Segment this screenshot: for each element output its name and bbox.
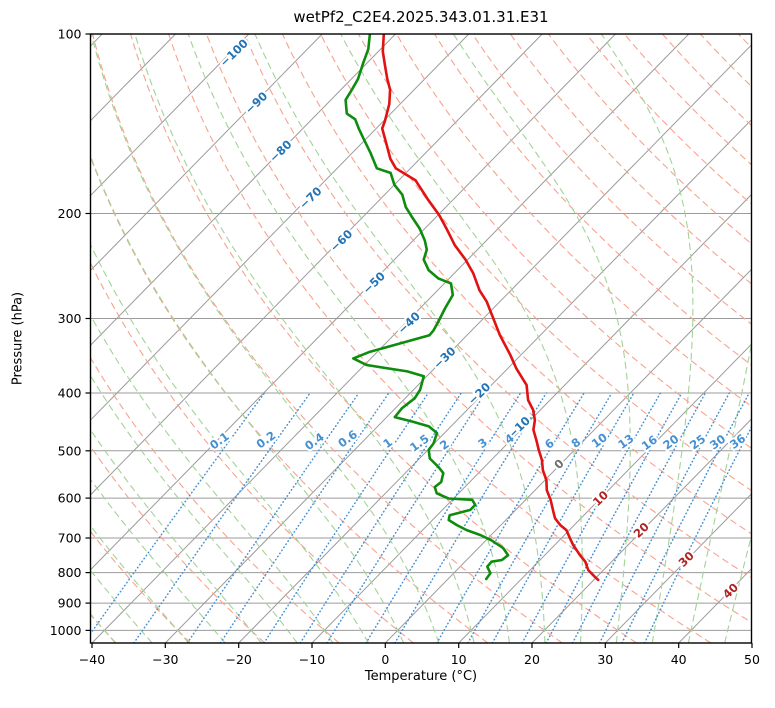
mixing-ratio-line bbox=[299, 392, 462, 643]
moist-adiabat-line bbox=[724, 533, 752, 643]
y-tick-label: 600 bbox=[58, 491, 82, 506]
isotherm-line bbox=[238, 119, 752, 643]
x-tick-label: −30 bbox=[152, 652, 178, 667]
isotherm-line bbox=[90, 34, 396, 346]
y-tick-label: 300 bbox=[58, 311, 82, 326]
mixing-ratio-line bbox=[326, 392, 487, 643]
mixing-ratio-line bbox=[219, 392, 390, 643]
mixing-ratio-line bbox=[133, 392, 311, 643]
dry-adiabat-line bbox=[358, 34, 752, 449]
y-tick-label: 100 bbox=[58, 27, 82, 42]
mixing-ratio-line bbox=[365, 392, 522, 643]
dry-adiabat-line bbox=[92, 34, 563, 643]
dry-adiabat-line bbox=[168, 34, 712, 643]
moist-adiabat-line bbox=[134, 34, 475, 643]
dry-adiabat-line bbox=[320, 34, 752, 492]
moist-adiabat-line bbox=[452, 34, 631, 643]
moist-adiabat-line bbox=[340, 34, 583, 643]
x-tick-label: 20 bbox=[524, 652, 540, 667]
mixing-ratio-line bbox=[571, 392, 707, 643]
x-tick-label: 0 bbox=[381, 652, 389, 667]
mixing-ratio-line bbox=[263, 392, 430, 643]
y-tick-label: 400 bbox=[58, 386, 82, 401]
dry-adiabat-line bbox=[623, 34, 752, 166]
mixing-ratio-line bbox=[545, 392, 683, 643]
isotherm-line bbox=[90, 34, 616, 571]
isotherm-line bbox=[91, 34, 690, 643]
mixing-ratio-line bbox=[90, 392, 266, 636]
mixing-ratio-line bbox=[467, 392, 613, 643]
dry-adiabat-line bbox=[90, 530, 191, 643]
moist-adiabat-line bbox=[687, 340, 752, 643]
mixing-ratio-line bbox=[491, 392, 635, 643]
isotherm-line bbox=[90, 34, 323, 272]
moist-adiabat-line bbox=[90, 314, 334, 643]
isotherm-line bbox=[164, 44, 752, 643]
dry-adiabat-line bbox=[282, 34, 752, 535]
x-tick-label: 40 bbox=[671, 652, 687, 667]
mixing-ratio-line bbox=[186, 392, 360, 643]
x-tick-label: 30 bbox=[597, 652, 613, 667]
chart-title: wetPf2_C2E4.2025.343.01.31.E31 bbox=[293, 8, 549, 26]
isotherm-line bbox=[90, 34, 543, 496]
y-tick-label: 500 bbox=[58, 443, 82, 458]
y-tick-label: 700 bbox=[58, 531, 82, 546]
plot-frame bbox=[89, 33, 753, 644]
dry-adiabat-line bbox=[434, 34, 752, 366]
dry-adiabat-line bbox=[547, 34, 752, 245]
temperature-curve bbox=[380, 34, 600, 582]
y-tick-label: 800 bbox=[58, 565, 82, 580]
moist-adiabat-line bbox=[90, 34, 440, 643]
moist-adiabat-line bbox=[187, 34, 510, 643]
isotherm-line bbox=[90, 34, 470, 421]
x-tick-label: −40 bbox=[79, 652, 105, 667]
dewpoint-curve bbox=[344, 34, 510, 581]
dry-adiabat-line bbox=[90, 356, 340, 643]
moist-adiabat-line bbox=[254, 34, 546, 643]
mixing-ratio-line bbox=[521, 392, 662, 643]
isotherm-line bbox=[458, 343, 752, 643]
x-axis-title: Temperature (°C) bbox=[364, 669, 478, 684]
mixing-ratio-line bbox=[394, 392, 548, 643]
x-tick-label: −10 bbox=[299, 652, 325, 667]
y-tick-label: 1000 bbox=[50, 623, 82, 638]
x-tick-label: 50 bbox=[744, 652, 760, 667]
mixing-ratio-line bbox=[621, 392, 750, 643]
x-tick-label: 10 bbox=[451, 652, 467, 667]
dry-adiabat-line bbox=[90, 155, 489, 643]
y-tick-label: 900 bbox=[58, 596, 82, 611]
dry-adiabat-line bbox=[471, 34, 752, 325]
mixing-ratio-line bbox=[598, 392, 731, 643]
y-axis-title: Pressure (hPa) bbox=[10, 291, 26, 386]
isotherm-line bbox=[384, 268, 752, 643]
y-tick-label: 200 bbox=[58, 206, 82, 221]
moist-adiabat-line bbox=[90, 154, 405, 643]
isotherm-line bbox=[90, 34, 250, 197]
x-tick-label: −20 bbox=[226, 652, 252, 667]
isotherm-line bbox=[604, 493, 752, 643]
isotherm-line bbox=[531, 418, 752, 643]
mixing-ratio-line bbox=[436, 392, 585, 643]
moist-adiabat-line bbox=[90, 374, 298, 643]
moist-adiabat-line bbox=[600, 34, 694, 643]
